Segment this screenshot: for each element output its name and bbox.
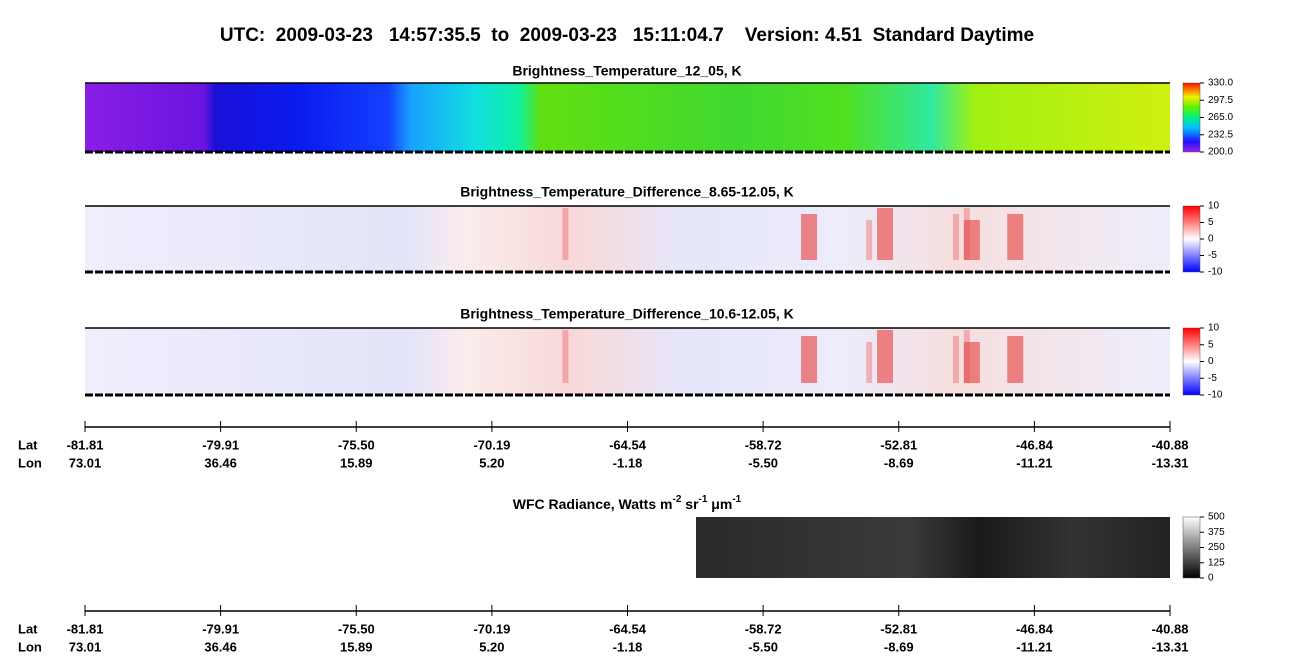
heatmap-image: [85, 83, 1170, 152]
geo-row-label: Lat: [18, 437, 38, 452]
geo-row-label: Lat: [18, 621, 38, 636]
lon-label: 73.01: [69, 455, 102, 470]
heatmap-feature: [562, 208, 569, 260]
panel-title: Brightness_Temperature_12_05, K: [512, 63, 741, 79]
lon-label: 36.46: [204, 639, 237, 654]
geo-row-label: Lon: [18, 455, 42, 470]
heatmap-feature: [963, 220, 980, 260]
heatmap-feature: [877, 330, 894, 383]
lon-label: -13.31: [1152, 639, 1189, 654]
heatmap-feature: [1007, 336, 1024, 383]
colorbar-tick-label: -10: [1208, 267, 1223, 278]
colorbar-tick-label: 297.5: [1208, 95, 1233, 106]
heatmap-feature: [877, 208, 894, 260]
lat-label: -79.91: [202, 621, 239, 636]
lat-label: -46.84: [1016, 437, 1054, 452]
title-part: μm: [707, 496, 732, 512]
lon-label: -5.50: [748, 455, 778, 470]
lat-label: -79.91: [202, 437, 239, 452]
lon-label: -5.50: [748, 639, 778, 654]
heatmap-feature: [963, 342, 980, 383]
colorbar-tick-label: 5: [1208, 339, 1214, 350]
title-part: -1: [732, 494, 741, 505]
heatmap-feature: [562, 330, 569, 383]
lat-label: -52.81: [880, 437, 917, 452]
lat-label: -81.81: [67, 437, 104, 452]
lat-label: -70.19: [473, 437, 510, 452]
heatmap-feature: [953, 336, 959, 383]
lat-label: -70.19: [473, 621, 510, 636]
heatmap-image: [85, 328, 1170, 395]
heatmap-feature: [866, 220, 873, 260]
colorbar: [1182, 327, 1201, 396]
colorbar-tick-label: 125: [1208, 557, 1225, 568]
colorbar-tick-label: 0: [1208, 356, 1214, 367]
heatmap-feature: [953, 214, 959, 260]
lon-label: 15.89: [340, 455, 373, 470]
lat-label: -64.54: [609, 437, 647, 452]
geo-row-label: Lon: [18, 639, 42, 654]
heatmap-feature: [801, 214, 818, 260]
heatmap-feature: [963, 208, 970, 260]
lon-label: 5.20: [479, 639, 504, 654]
lat-label: -75.50: [338, 621, 375, 636]
lat-label: -46.84: [1016, 621, 1054, 636]
lon-label: 36.46: [204, 455, 237, 470]
lon-label: 73.01: [69, 639, 102, 654]
lon-label: -8.69: [884, 639, 914, 654]
lat-label: -81.81: [67, 621, 104, 636]
colorbar-tick-label: 500: [1208, 512, 1225, 523]
heatmap-feature: [866, 342, 873, 383]
lat-label: -58.72: [745, 437, 782, 452]
lat-label: -75.50: [338, 437, 375, 452]
colorbar-tick-label: 10: [1208, 201, 1220, 212]
lon-label: -11.21: [1016, 639, 1052, 654]
main-title: UTC: 2009-03-23 14:57:35.5 to 2009-03-23…: [220, 25, 1034, 46]
lon-label: -13.31: [1152, 455, 1189, 470]
colorbar: [1182, 82, 1201, 153]
lat-label: -58.72: [745, 621, 782, 636]
colorbar-tick-label: 330.0: [1208, 78, 1233, 89]
lat-label: -64.54: [609, 621, 647, 636]
colorbar-tick-label: 5: [1208, 217, 1214, 228]
heatmap-feature: [1007, 214, 1024, 260]
heatmap-feature: [801, 336, 818, 383]
lon-label: 15.89: [340, 639, 373, 654]
lon-label: -8.69: [884, 455, 914, 470]
lat-label: -40.88: [1152, 621, 1189, 636]
lon-label: -11.21: [1016, 455, 1052, 470]
colorbar-tick-label: 265.0: [1208, 112, 1233, 123]
lon-label: 5.20: [479, 455, 504, 470]
lat-label: -52.81: [880, 621, 917, 636]
colorbar-tick-label: 0: [1208, 573, 1214, 584]
colorbar-tick-label: -5: [1208, 373, 1217, 384]
colorbar-tick-label: -5: [1208, 250, 1217, 261]
title-part: -2: [672, 494, 681, 505]
heatmap-image: [85, 206, 1170, 272]
panel-title: Brightness_Temperature_Difference_8.65-1…: [460, 184, 794, 200]
colorbar-tick-label: 250: [1208, 542, 1225, 553]
heatmap-image: [696, 517, 1170, 578]
title-part: sr: [681, 496, 699, 512]
colorbar-tick-label: 375: [1208, 527, 1225, 538]
lon-label: -1.18: [613, 455, 643, 470]
colorbar: [1182, 205, 1201, 273]
colorbar: [1182, 516, 1201, 579]
lon-label: -1.18: [613, 639, 643, 654]
colorbar-tick-label: 200.0: [1208, 147, 1233, 158]
panel-title: WFC Radiance, Watts m-2 sr-1 μm-1: [513, 494, 742, 512]
title-part: WFC Radiance, Watts m: [513, 496, 673, 512]
colorbar-tick-label: -10: [1208, 390, 1223, 401]
title-part: -1: [699, 494, 708, 505]
heatmap-feature: [963, 330, 970, 383]
colorbar-tick-label: 0: [1208, 234, 1214, 245]
lat-label: -40.88: [1152, 437, 1189, 452]
colorbar-tick-label: 232.5: [1208, 129, 1233, 140]
colorbar-tick-label: 10: [1208, 323, 1220, 334]
panel-title: Brightness_Temperature_Difference_10.6-1…: [460, 306, 794, 322]
